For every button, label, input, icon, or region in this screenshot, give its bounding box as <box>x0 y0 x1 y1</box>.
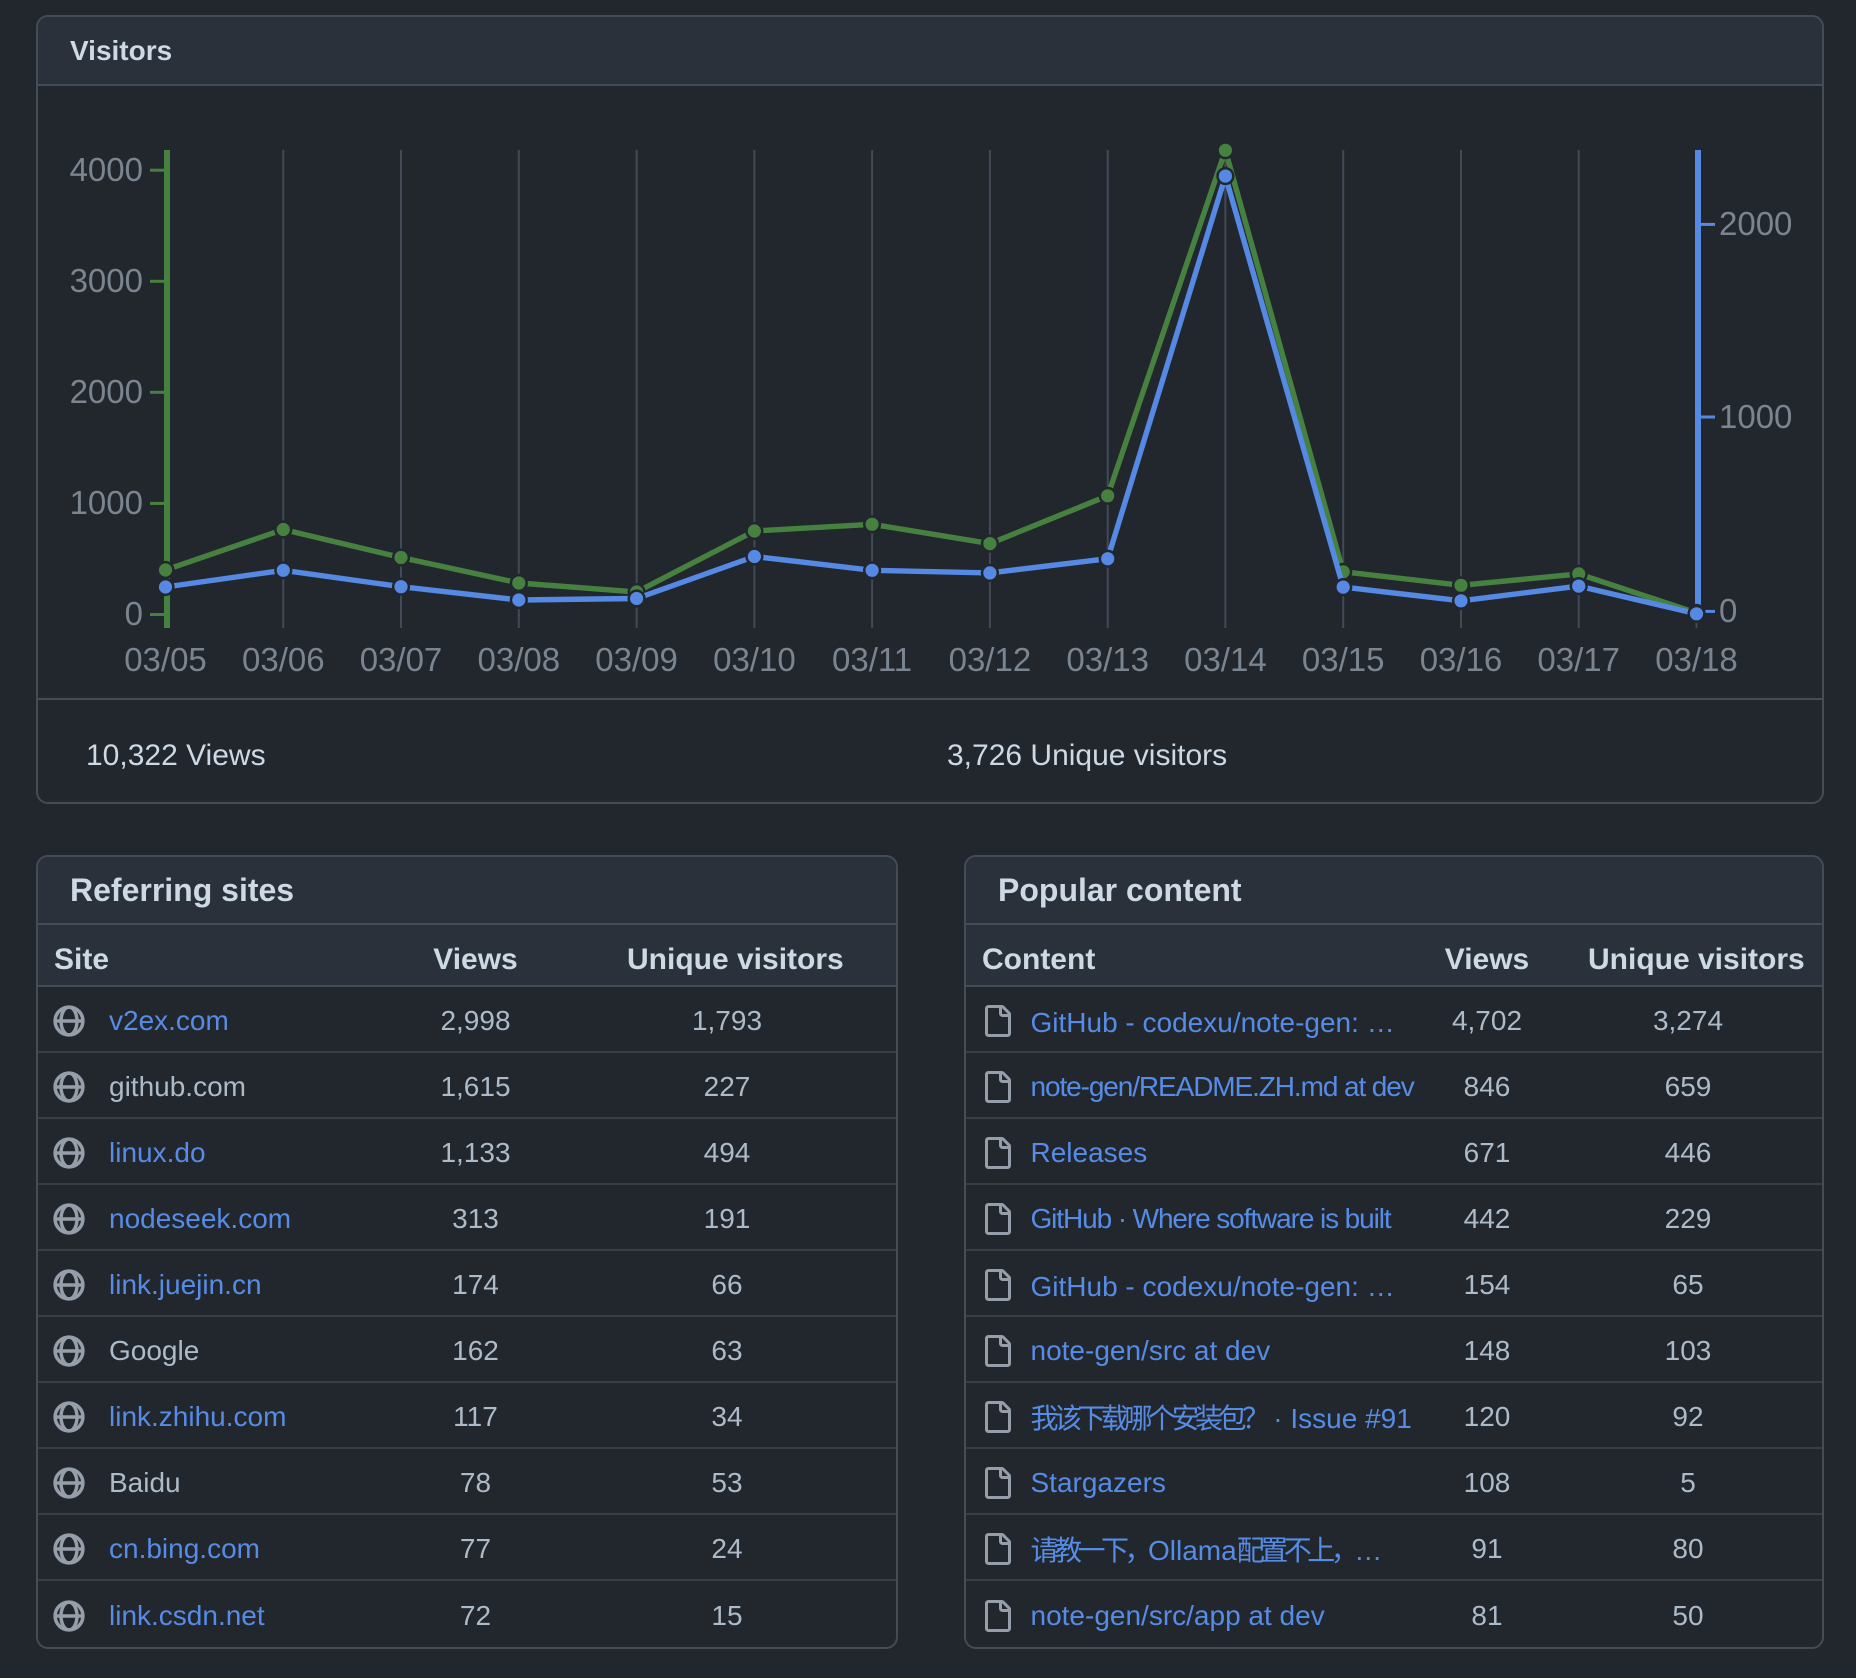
svg-text:03/15: 03/15 <box>1302 641 1385 678</box>
svg-text:03/07: 03/07 <box>360 641 443 678</box>
svg-text:1000: 1000 <box>1719 398 1792 435</box>
svg-text:03/17: 03/17 <box>1537 641 1620 678</box>
svg-text:03/14: 03/14 <box>1184 641 1267 678</box>
svg-text:0: 0 <box>125 595 143 632</box>
svg-text:4000: 4000 <box>70 151 143 188</box>
svg-text:03/05: 03/05 <box>124 641 207 678</box>
svg-text:3000: 3000 <box>70 262 143 299</box>
svg-text:03/08: 03/08 <box>478 641 561 678</box>
svg-text:0: 0 <box>1719 592 1737 629</box>
svg-text:03/12: 03/12 <box>949 641 1032 678</box>
svg-text:03/11: 03/11 <box>832 641 912 678</box>
svg-text:03/09: 03/09 <box>595 641 678 678</box>
svg-text:2000: 2000 <box>1719 205 1792 242</box>
svg-text:03/13: 03/13 <box>1066 641 1149 678</box>
svg-text:03/06: 03/06 <box>242 641 325 678</box>
svg-text:03/16: 03/16 <box>1420 641 1503 678</box>
svg-text:03/10: 03/10 <box>713 641 796 678</box>
svg-text:03/18: 03/18 <box>1655 641 1738 678</box>
svg-text:1000: 1000 <box>70 484 143 521</box>
svg-text:2000: 2000 <box>70 373 143 410</box>
